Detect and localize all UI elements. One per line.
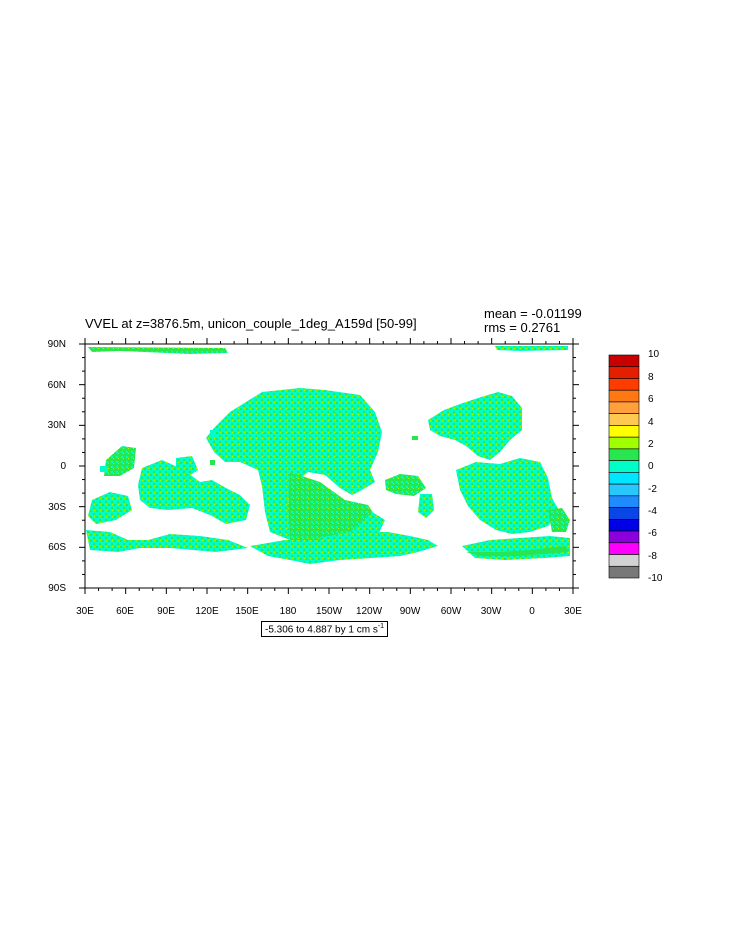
colorbar-label: 0 [648, 461, 654, 472]
colorbar-swatch [608, 413, 640, 426]
colorbar-swatch [608, 565, 640, 579]
unit-exponent: -1 [377, 623, 385, 630]
plot-title: VVEL at z=3876.5m, unicon_couple_1deg_A1… [85, 316, 417, 331]
colorbar-label: -10 [648, 573, 663, 584]
x-tick-label: 0 [529, 606, 535, 617]
east-atlantic [548, 508, 570, 532]
y-tick-label: 90S [48, 583, 66, 594]
bay-of-bengal [176, 456, 198, 478]
colorbar-label: 2 [648, 439, 654, 450]
speck [412, 436, 418, 440]
colorbar-label: 6 [648, 394, 654, 405]
colorbar-swatch [608, 425, 640, 438]
x-tick-label: 30W [480, 606, 502, 617]
x-tick-label: 180 [279, 606, 297, 617]
southern-ocean-mid [250, 532, 438, 564]
colorbar-swatch [608, 472, 640, 485]
colorbar-swatch [608, 483, 640, 497]
colorbar-label: 4 [648, 417, 654, 428]
colorbar-label: -2 [648, 484, 657, 495]
arctic-strip-east [495, 346, 568, 351]
sw-indian [88, 492, 132, 524]
colorbar-label: -4 [648, 506, 657, 517]
y-tick-label: 90N [47, 339, 66, 350]
colorbar-label: 10 [648, 349, 660, 360]
x-tick-label: 30E [76, 606, 94, 617]
y-tick-label: 60S [48, 542, 66, 553]
sw-atlantic [418, 494, 434, 518]
x-tick-label: 90E [157, 606, 175, 617]
x-tick-label: 60E [116, 606, 134, 617]
colorbar-swatch [608, 507, 640, 520]
colorbar-swatch [608, 436, 640, 450]
speck [210, 430, 216, 438]
colorbar [608, 354, 640, 579]
colorbar-label: -6 [648, 528, 657, 539]
rms-label: rms = 0.2761 [484, 320, 561, 335]
x-tick-label: 150W [315, 606, 343, 617]
colorbar-swatch [608, 554, 640, 567]
ocean-field [86, 346, 570, 564]
east-pacific [288, 472, 378, 545]
colorbar-swatch [608, 448, 640, 461]
y-tick-label: 60N [47, 380, 66, 391]
x-tick-label: 90W [399, 606, 421, 617]
x-tick-label: 120E [195, 606, 219, 617]
colorbar-swatch [608, 366, 640, 379]
arabian-sea [104, 446, 136, 476]
speck [100, 466, 108, 472]
y-tick-label: 0 [60, 461, 66, 472]
colorbar-swatch [608, 389, 640, 403]
south-atlantic [456, 458, 560, 534]
pacific-ocean [206, 388, 382, 540]
speck [210, 460, 215, 465]
tick-marks [79, 338, 579, 594]
range-text: -5.306 to 4.887 by 1 cm s [265, 624, 378, 636]
x-tick-label: 30E [564, 606, 582, 617]
x-tick-label: 150E [235, 606, 259, 617]
caribbean [385, 474, 426, 496]
y-tick-label: 30S [48, 502, 66, 513]
north-atlantic [428, 392, 522, 460]
colorbar-label: -8 [648, 551, 657, 562]
colorbar-swatch [608, 401, 640, 414]
x-tick-label: 120W [355, 606, 383, 617]
contour-range-label: -5.306 to 4.887 by 1 cm s-1 [261, 621, 389, 638]
colorbar-swatch [608, 495, 640, 508]
colorbar-swatch [608, 460, 640, 473]
colorbar-swatch [608, 530, 640, 544]
colorbar-swatch [608, 378, 640, 391]
mean-label: mean = -0.01199 [484, 306, 582, 321]
x-tick-label: 60W [440, 606, 462, 617]
y-tick-label: 30N [47, 420, 66, 431]
colorbar-label: 8 [648, 372, 654, 383]
indian-ocean [138, 460, 250, 524]
southern-ocean-west [86, 530, 248, 552]
colorbar-swatch [608, 542, 640, 555]
weddell [466, 546, 568, 556]
colorbar-swatch [608, 519, 640, 532]
colorbar-swatch [608, 354, 640, 368]
arctic-strip-west [88, 347, 228, 354]
